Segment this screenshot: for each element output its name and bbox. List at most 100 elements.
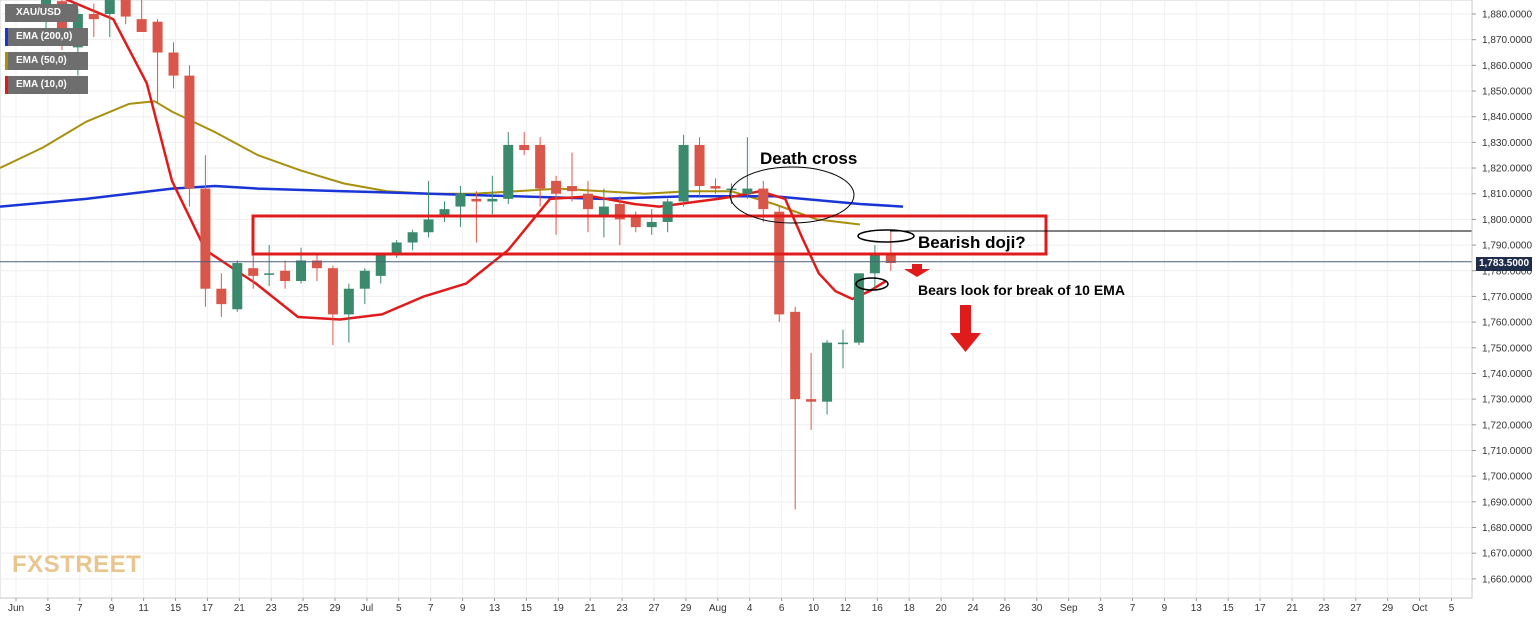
time-tick-label: 9 (109, 603, 115, 614)
candle-body (598, 206, 609, 217)
candle-body (200, 188, 211, 289)
candle-body (104, 0, 115, 14)
time-tick-label: 13 (489, 603, 501, 614)
plot-area (0, 0, 1473, 599)
candle-body (853, 273, 864, 343)
price-tick-label: 1,680.0000 (1482, 523, 1532, 534)
time-axis[interactable]: Jun 3 7 9 11 15 17 21 23 25 29 Jul 5 7 9 13 15 19 21 23 27 29… (0, 597, 1472, 614)
candle-body (503, 144, 514, 199)
price-tick-label: 1,820.0000 (1482, 164, 1532, 175)
time-tick-label: 7 (77, 603, 83, 614)
candle-body (343, 288, 354, 315)
candle-body (264, 273, 275, 275)
candle-body (184, 75, 195, 189)
time-tick-label: 26 (999, 603, 1011, 614)
time-tick-label: 3 (45, 603, 51, 614)
price-axis[interactable]: 1,880.0000 1,870.0000 1,860.0000 1,850.0000… (1471, 0, 1532, 598)
price-tick-label: 1,770.0000 (1482, 292, 1532, 303)
candle-body (280, 270, 291, 282)
bearish-doji-label: Bearish doji? (918, 233, 1026, 252)
time-tick-label: 12 (840, 603, 852, 614)
time-tick-label: Oct (1412, 603, 1428, 614)
price-tick-label: 1,730.0000 (1482, 395, 1532, 406)
price-tick-label: 1,710.0000 (1482, 446, 1532, 457)
price-tick-label: 1,700.0000 (1482, 472, 1532, 483)
price-tick-label: 1,860.0000 (1482, 61, 1532, 72)
price-tick-label: 1,810.0000 (1482, 189, 1532, 200)
big-arrow-icon (950, 333, 981, 352)
candle-body (136, 19, 147, 32)
time-tick-label: 9 (460, 603, 466, 614)
time-tick-label: 27 (648, 603, 660, 614)
candle-body (758, 188, 769, 210)
candle-body (216, 288, 227, 305)
candle-body (391, 242, 402, 253)
time-tick-label: 21 (234, 603, 246, 614)
price-tick-label: 1,670.0000 (1482, 549, 1532, 560)
legend-symbol[interactable]: XAU/USD (5, 4, 78, 22)
legend-ema10[interactable]: EMA (10,0) (5, 76, 88, 94)
candle-body (519, 144, 530, 151)
price-tick-label: 1,760.0000 (1482, 318, 1532, 329)
time-tick-label: 21 (585, 603, 597, 614)
candle-body (88, 14, 99, 20)
last-price-tag: 1,783.5000 (1476, 257, 1532, 271)
time-tick-label: 29 (680, 603, 692, 614)
candle-body (838, 342, 848, 345)
candle-body (232, 263, 243, 310)
time-tick-label: Sep (1060, 603, 1078, 614)
candle-body (774, 211, 785, 315)
time-tick-label: 23 (266, 603, 278, 614)
time-tick-label: 20 (936, 603, 948, 614)
doji-circle (857, 229, 915, 243)
fxstreet-logo: FXSTREET (12, 551, 142, 578)
candle-body (869, 255, 880, 274)
time-tick-label: 4 (747, 603, 753, 614)
candle-body (311, 260, 322, 269)
time-tick-label: 17 (1255, 603, 1267, 614)
legend-ema200[interactable]: EMA (200,0) (5, 28, 88, 46)
time-tick-label: 29 (1382, 603, 1394, 614)
candle-body (822, 342, 833, 402)
death-cross-circle (729, 166, 855, 224)
time-tick-label: 7 (428, 603, 434, 614)
price-tick-label: 1,720.0000 (1482, 420, 1532, 431)
price-tick-label: 1,880.0000 (1482, 10, 1532, 21)
candle-body (423, 219, 434, 233)
time-tick-label: Jun (8, 603, 24, 614)
time-tick-label: 16 (872, 603, 884, 614)
annotation-overlays (0, 166, 1472, 352)
death-cross-label: Death cross (760, 149, 857, 168)
candle-body (614, 203, 625, 220)
candle-body (742, 188, 753, 194)
time-tick-label: 15 (170, 603, 182, 614)
time-tick-label: 5 (1449, 603, 1455, 614)
price-tick-label: 1,740.0000 (1482, 369, 1532, 380)
legend-ema50[interactable]: EMA (50,0) (5, 52, 88, 70)
time-tick-label: 25 (298, 603, 310, 614)
candle-body (678, 144, 689, 202)
candle-body (790, 311, 801, 400)
price-tick-label: 1,850.0000 (1482, 87, 1532, 98)
candle-body (806, 399, 817, 402)
price-tick-label: 1,870.0000 (1482, 35, 1532, 46)
candle-body (551, 180, 562, 194)
price-tick-label: 1,790.0000 (1482, 241, 1532, 252)
time-tick-label: 9 (1162, 603, 1168, 614)
candle-body (662, 201, 673, 222)
time-tick-label: 29 (329, 603, 341, 614)
price-tick-label: 1,800.0000 (1482, 215, 1532, 226)
candle-body (535, 144, 546, 189)
time-tick-label: 11 (138, 603, 149, 614)
candle-body (567, 186, 578, 192)
candle-body (375, 252, 386, 276)
candle-body (248, 268, 259, 276)
time-tick-label: 18 (904, 603, 916, 614)
ema10-line (64, 0, 887, 321)
time-tick-label: 15 (521, 603, 533, 614)
candle-body (152, 21, 163, 53)
time-tick-label: 17 (202, 603, 214, 614)
time-tick-label: 7 (1130, 603, 1136, 614)
candle-body (327, 268, 338, 315)
